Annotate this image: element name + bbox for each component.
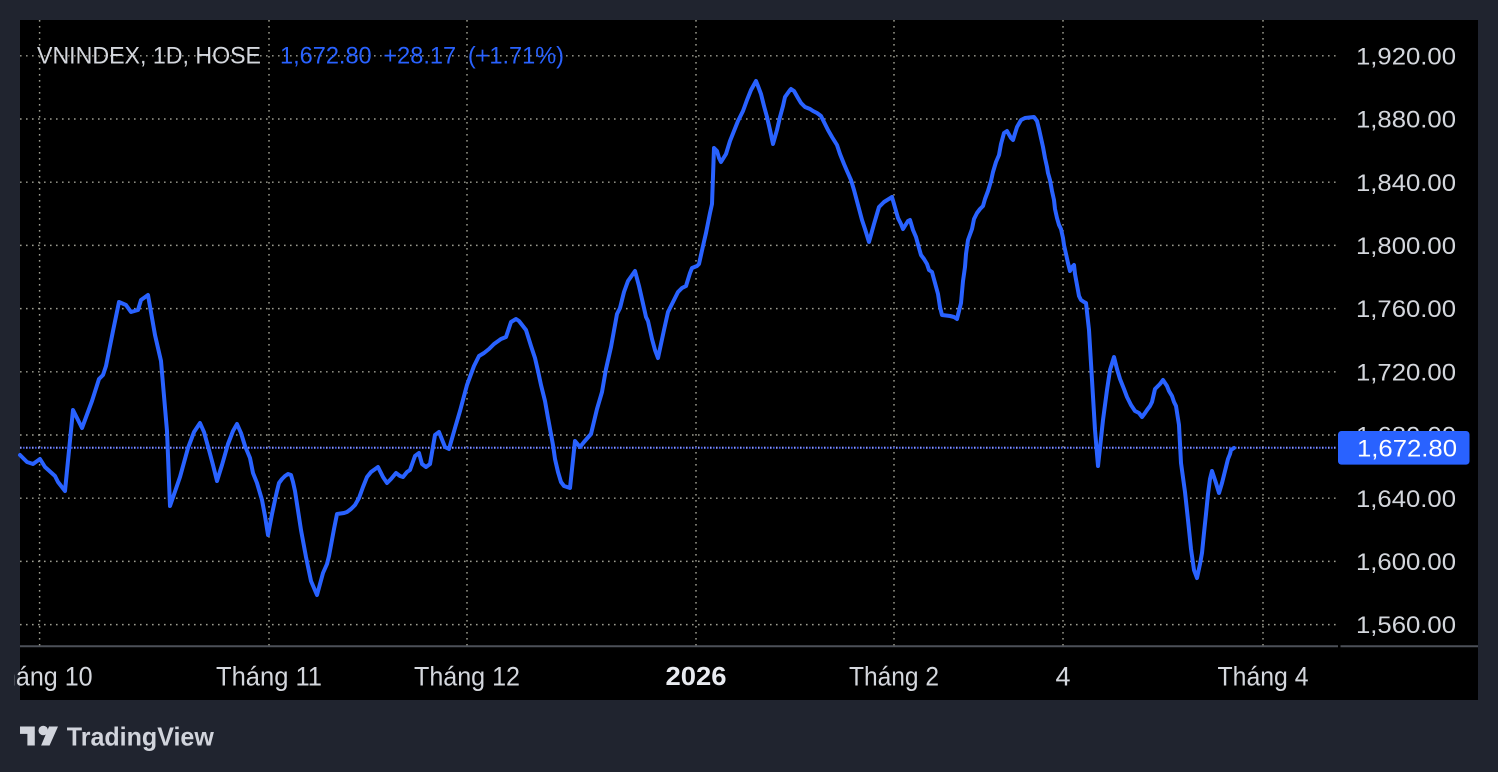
svg-text:4: 4 [1055,662,1070,692]
svg-text:1,800.00: 1,800.00 [1356,233,1456,260]
svg-text:2026: 2026 [666,661,727,691]
svg-text:1,672.80 +28.17 (+1.71%): 1,672.80 +28.17 (+1.71%) [280,43,564,70]
svg-text:1,880.00: 1,880.00 [1356,107,1456,134]
svg-text:Tháng 4: Tháng 4 [1218,662,1309,692]
svg-text:Tháng 12: Tháng 12 [414,662,520,692]
svg-text:1,720.00: 1,720.00 [1356,359,1456,386]
svg-text:1,560.00: 1,560.00 [1356,612,1456,639]
svg-text:1,672.80: 1,672.80 [1357,435,1457,462]
svg-text:Tháng 2: Tháng 2 [849,662,939,692]
svg-text:1,600.00: 1,600.00 [1356,549,1456,576]
svg-text:1,840.00: 1,840.00 [1356,170,1456,197]
svg-text:VNINDEX, 1D, HOSE: VNINDEX, 1D, HOSE [37,43,261,70]
svg-text:Tháng 10: Tháng 10 [0,662,93,692]
svg-text:1,760.00: 1,760.00 [1356,296,1456,323]
svg-text:1,920.00: 1,920.00 [1356,43,1456,70]
svg-text:TradingView: TradingView [67,722,215,752]
svg-text:Tháng 11: Tháng 11 [216,662,322,692]
svg-text:1,640.00: 1,640.00 [1356,486,1456,513]
